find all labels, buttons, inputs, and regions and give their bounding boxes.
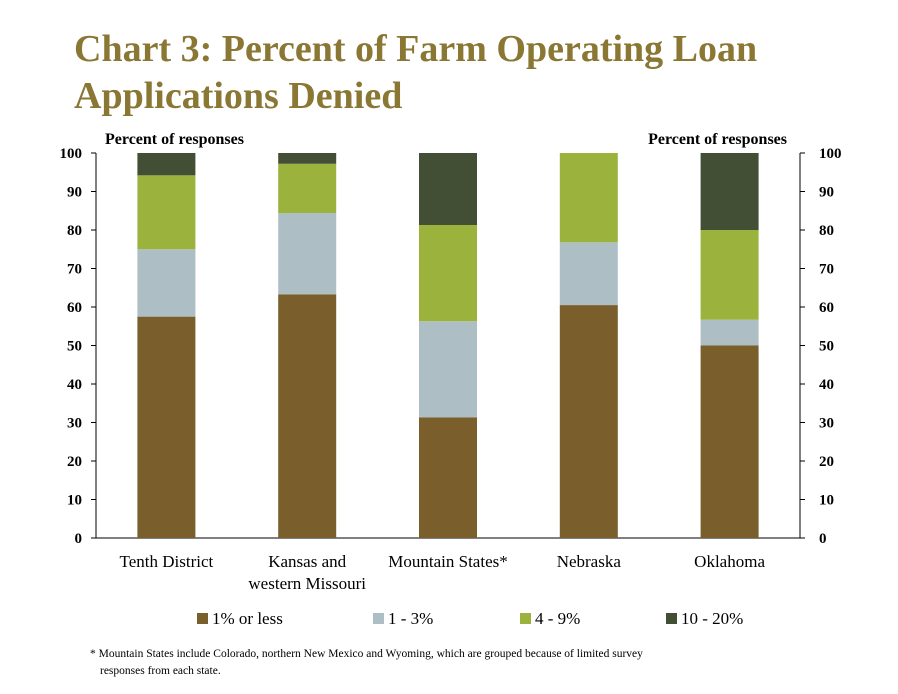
left-tick-label: 100	[60, 146, 83, 162]
left-tick-label: 40	[67, 377, 82, 393]
left-tick-label: 50	[67, 339, 82, 355]
legend-label: 1 - 3%	[388, 609, 433, 628]
right-tick-label: 60	[819, 300, 834, 316]
bar-segment	[419, 224, 477, 322]
legend-swatch	[520, 613, 531, 624]
legend-swatch	[197, 613, 208, 624]
left-tick-label: 0	[75, 531, 83, 547]
bar-segment	[137, 249, 196, 317]
axes: 0 0 10 10 20 20 30 30 40 40 50 50 60 60 70 70 80 80 90 90 10…	[60, 146, 842, 547]
chart-title: Chart 3: Percent of Farm Operating Loan …	[74, 26, 874, 120]
category-label-line: western Missouri	[248, 574, 366, 593]
legend: 1% or less 1 - 3% 4 - 9% 10 - 20%	[197, 609, 743, 628]
right-tick-label: 20	[819, 454, 834, 470]
left-tick-label: 70	[67, 262, 82, 278]
bar-segment	[137, 153, 196, 176]
right-tick-label: 50	[819, 339, 834, 355]
right-tick-label: 0	[819, 531, 827, 547]
category-labels: Tenth District Kansas and western Missouri…	[120, 552, 766, 593]
right-tick-label: 40	[819, 377, 834, 393]
category-label: Mountain States*	[388, 552, 507, 571]
category-label-line: Nebraska	[557, 552, 622, 571]
bar-segment	[278, 153, 337, 164]
bar-segment	[137, 175, 196, 250]
right-axis-label: Percent of responses	[648, 131, 787, 148]
right-tick-label: 30	[819, 416, 834, 432]
right-tick-label: 100	[819, 146, 842, 162]
bar-segment	[559, 242, 618, 306]
footnote-line-1: * Mountain States include Colorado, nort…	[90, 648, 643, 660]
left-tick-label: 20	[67, 454, 82, 470]
legend-label: 1% or less	[212, 609, 283, 628]
right-tick-label: 70	[819, 262, 834, 278]
left-tick-label: 10	[67, 493, 82, 509]
chart-title-line-1: Chart 3: Percent of Farm Operating Loan	[74, 28, 758, 70]
category-label-line: Oklahoma	[694, 552, 765, 571]
category-label-line: Kansas and	[268, 552, 346, 571]
right-tick-label: 90	[819, 185, 834, 201]
legend-swatch	[666, 613, 677, 624]
bar-segment	[278, 163, 337, 214]
chart-title-line-2: Applications Denied	[74, 75, 403, 117]
bar-segment	[700, 153, 759, 230]
left-tick-label: 90	[67, 185, 82, 201]
bar-segment	[700, 345, 759, 538]
category-label: Nebraska	[557, 552, 622, 571]
left-tick-label: 60	[67, 300, 82, 316]
footnote-line-2: responses from each state.	[100, 665, 221, 677]
category-label: Oklahoma	[694, 552, 765, 571]
bar-segment	[700, 319, 759, 346]
bar-segment	[419, 417, 477, 538]
bar-segment	[700, 230, 759, 320]
right-tick-label: 80	[819, 223, 834, 239]
left-axis-label: Percent of responses	[105, 131, 244, 148]
right-tick-label: 10	[819, 493, 834, 509]
left-tick-label: 80	[67, 223, 82, 239]
bar-segment	[419, 321, 477, 418]
bar-segment	[559, 153, 618, 243]
bar-segment	[419, 153, 477, 225]
category-label-line: Mountain States*	[388, 552, 507, 571]
bar-segment	[559, 305, 618, 538]
category-label-line: Tenth District	[120, 552, 214, 571]
footnote: * Mountain States include Colorado, nort…	[90, 646, 790, 680]
category-label: Tenth District	[120, 552, 214, 571]
legend-label: 4 - 9%	[535, 609, 580, 628]
legend-label: 10 - 20%	[681, 609, 743, 628]
bars	[137, 153, 759, 538]
bar-segment	[278, 213, 337, 295]
category-label: Kansas and western Missouri	[248, 552, 366, 593]
left-tick-label: 30	[67, 416, 82, 432]
bar-segment	[278, 294, 337, 538]
bar-segment	[137, 316, 196, 538]
legend-swatch	[373, 613, 384, 624]
